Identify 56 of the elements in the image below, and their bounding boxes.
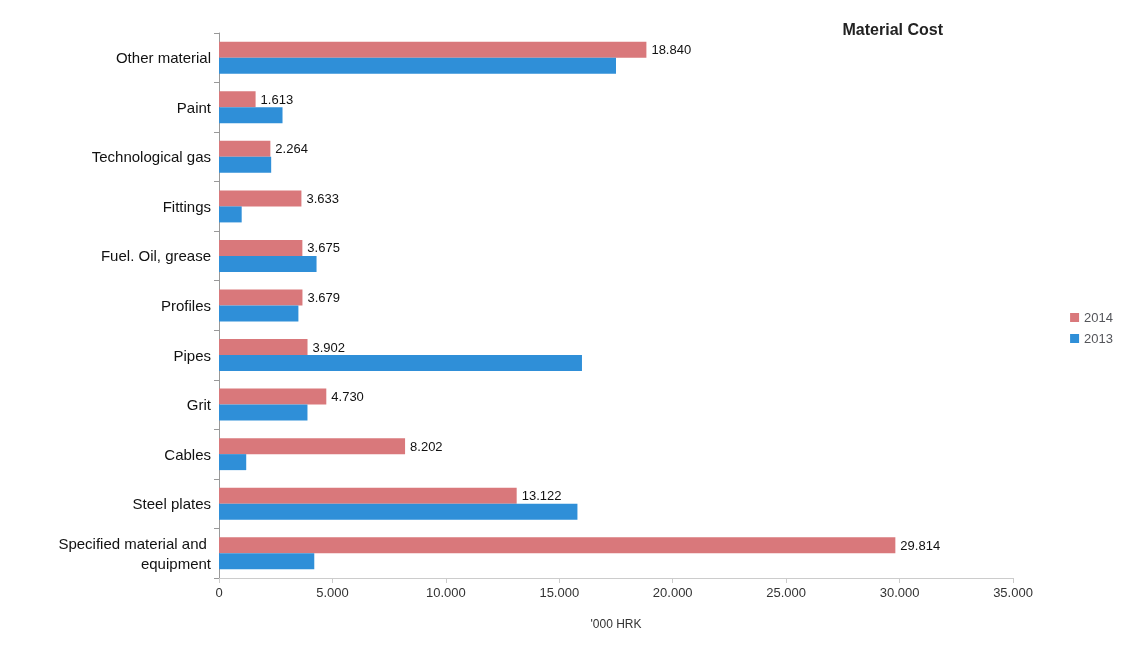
bar <box>219 206 242 223</box>
y-tick-label: Cables <box>164 445 211 463</box>
bar <box>219 438 406 455</box>
data-label: 4.730 <box>331 389 364 405</box>
x-tick-label: 0 <box>215 585 223 600</box>
bar <box>219 454 247 471</box>
y-tick-label: Specified material and equipment <box>58 534 212 572</box>
bar <box>219 91 256 108</box>
bar <box>219 289 303 306</box>
bar <box>219 339 308 356</box>
data-label: 3.633 <box>306 190 339 206</box>
x-tick-label: 30.000 <box>879 585 920 600</box>
bar <box>219 57 616 74</box>
y-tick-label: Technological gas <box>91 148 211 166</box>
x-axis-title: '000 HRK <box>590 617 642 631</box>
x-tick-label: 15.000 <box>539 585 580 600</box>
bar <box>219 305 299 322</box>
bar <box>219 503 578 520</box>
y-tick-label: Grit <box>186 396 212 414</box>
y-tick-label: Profiles <box>160 297 211 314</box>
data-label: 13.122 <box>521 488 562 504</box>
bar <box>219 404 308 421</box>
y-tick-label: Steel plates <box>132 495 211 513</box>
data-label: 1.613 <box>260 91 294 107</box>
x-tick-label: 35.000 <box>993 585 1033 600</box>
legend-label: 2014 <box>1084 310 1113 325</box>
data-label: 3.902 <box>312 339 346 355</box>
chart-title: Material Cost <box>842 20 944 38</box>
x-tick-label: 10.000 <box>425 585 466 600</box>
bar <box>219 487 517 504</box>
y-tick-label: Pipes <box>173 346 211 364</box>
y-tick-label: Fittings <box>162 197 211 215</box>
y-tick-label: Fuel. Oil, grease <box>100 247 211 265</box>
data-label: 18.840 <box>651 42 692 58</box>
bar <box>219 41 647 58</box>
bar <box>219 107 283 124</box>
data-label: 29.814 <box>900 537 941 553</box>
x-tick-label: 20.000 <box>652 585 693 600</box>
y-tick-label: Paint <box>176 98 212 116</box>
legend-label: 2013 <box>1084 331 1113 346</box>
bar <box>219 156 272 173</box>
data-label: 3.679 <box>307 290 341 305</box>
bar <box>219 537 896 554</box>
bar <box>219 388 327 405</box>
bar <box>219 355 582 372</box>
bar <box>219 190 302 207</box>
bar <box>219 239 303 256</box>
data-label: 2.264 <box>275 141 308 157</box>
bar <box>219 553 315 570</box>
bar <box>219 140 271 157</box>
bar <box>219 255 317 272</box>
y-tick-label: Other material <box>115 49 211 67</box>
x-tick-label: 25.000 <box>766 585 807 600</box>
x-tick-label: 5.000 <box>316 585 349 600</box>
data-label: 8.202 <box>410 438 443 454</box>
data-label: 3.675 <box>307 240 340 256</box>
